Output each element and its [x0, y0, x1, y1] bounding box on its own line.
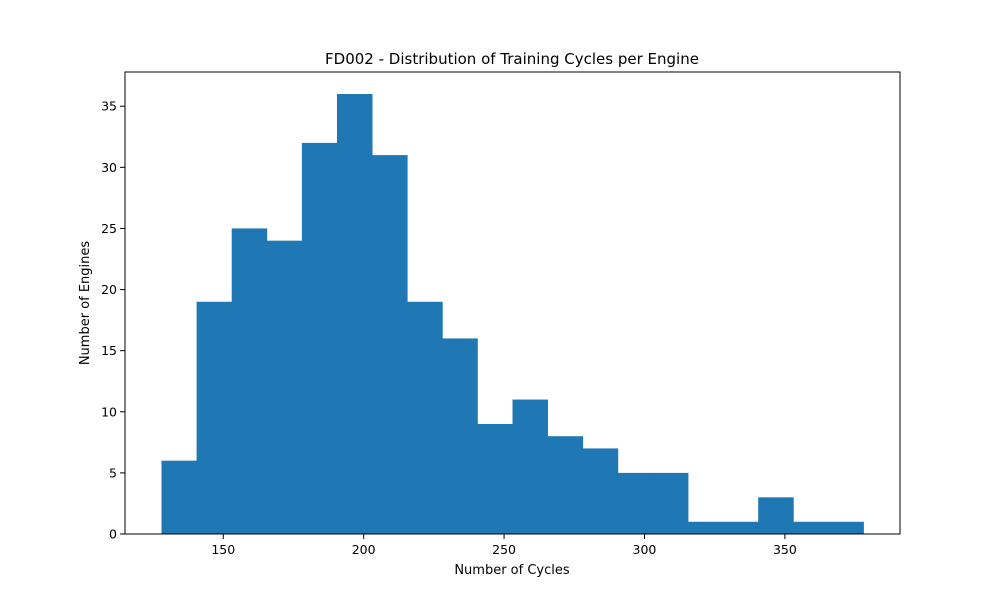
y-tick-label: 5 — [109, 465, 117, 480]
histogram-bar — [547, 436, 584, 534]
histogram-bar — [617, 472, 654, 534]
y-tick-label: 35 — [101, 99, 117, 114]
histogram-bar — [652, 472, 689, 534]
y-tick-label: 30 — [101, 160, 117, 175]
x-axis-ticks: 150 200 250 300 350 — [211, 534, 797, 557]
histogram-bar — [337, 94, 373, 534]
histogram-bars — [161, 94, 864, 535]
histogram-bar — [301, 142, 338, 534]
y-tick-label: 15 — [101, 343, 117, 358]
histogram-bar — [477, 424, 513, 534]
histogram-bar — [442, 338, 478, 534]
y-tick-label: 20 — [101, 282, 117, 297]
y-axis-ticks: 0 5 10 15 20 25 30 35 — [101, 99, 125, 542]
histogram-bar — [582, 448, 619, 534]
x-tick-label: 250 — [492, 542, 516, 557]
x-tick-label: 150 — [211, 542, 235, 557]
y-tick-label: 0 — [109, 527, 117, 542]
histogram-bar — [266, 240, 303, 535]
x-tick-label: 350 — [773, 542, 797, 557]
y-tick-label: 10 — [101, 404, 117, 419]
histogram-bar — [723, 521, 759, 534]
histogram-bar — [758, 497, 794, 534]
chart-title: FD002 - Distribution of Training Cycles … — [325, 50, 699, 68]
histogram-bar — [407, 301, 443, 534]
x-tick-label: 300 — [633, 542, 657, 557]
histogram-bar — [196, 301, 233, 534]
histogram-bar — [161, 460, 197, 534]
histogram-bar — [512, 399, 548, 534]
histogram-bar — [372, 155, 408, 535]
y-axis-label: Number of Engines — [78, 241, 93, 366]
histogram-bar — [793, 521, 829, 534]
histogram-bar — [688, 521, 724, 534]
x-axis-label: Number of Cycles — [454, 563, 570, 578]
x-tick-label: 200 — [352, 542, 376, 557]
plot-frame — [124, 71, 901, 535]
histogram-bar — [231, 228, 268, 534]
histogram-bar — [828, 521, 864, 534]
y-tick-label: 25 — [101, 221, 117, 236]
